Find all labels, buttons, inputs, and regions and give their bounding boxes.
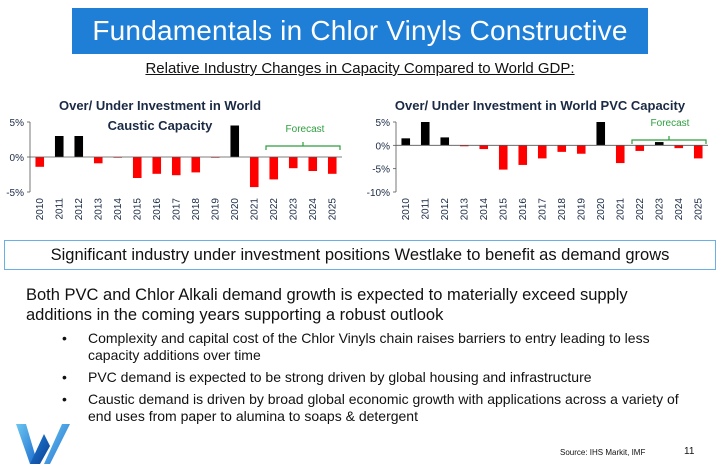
bar-2013: [93, 157, 103, 164]
x-tick-label: 2011: [54, 198, 65, 220]
westlake-logo-icon: [16, 424, 70, 464]
forecast-label: Forecast: [651, 118, 690, 129]
x-tick-label: 2019: [576, 198, 587, 221]
x-tick-label: 2013: [93, 198, 104, 221]
bar-2014: [479, 145, 489, 150]
y-tick-label: 5%: [376, 118, 391, 129]
pvc-chart-svg: Over/ Under Investment in World PVC Capa…: [367, 98, 708, 221]
x-tick-label: 2023: [654, 198, 665, 221]
bullet-list: Complexity and capital cost of the Chlor…: [62, 330, 702, 430]
bar-2024: [308, 157, 318, 171]
bullet-item: Complexity and capital cost of the Chlor…: [62, 330, 702, 364]
page-title: Fundamentals in Chlor Vinyls Constructiv…: [92, 15, 628, 46]
x-tick-label: 2012: [440, 198, 451, 221]
y-tick-label: 0%: [376, 141, 391, 152]
bar-2016: [518, 145, 528, 165]
bar-2017: [537, 145, 547, 159]
x-tick-label: 2017: [537, 198, 548, 221]
x-tick-label: 2025: [327, 198, 338, 221]
x-tick-label: 2021: [249, 198, 260, 221]
bar-2010: [35, 157, 45, 167]
source-note: Source: IHS Markit, IMF: [560, 448, 646, 457]
y-tick-label: -5%: [372, 165, 390, 176]
x-tick-label: 2016: [152, 198, 163, 221]
x-tick-label: 2015: [132, 198, 143, 221]
bar-2022: [269, 157, 279, 180]
bar-2025: [327, 157, 337, 174]
x-tick-label: 2012: [74, 198, 85, 221]
x-tick-label: 2024: [308, 198, 319, 221]
x-tick-label: 2022: [269, 198, 280, 221]
x-tick-label: 2010: [401, 198, 412, 221]
bar-2017: [171, 157, 181, 176]
title-bar: Fundamentals in Chlor Vinyls Constructiv…: [72, 8, 648, 54]
bar-2012: [74, 136, 84, 157]
bar-2020: [596, 122, 606, 146]
bar-2023: [288, 157, 298, 169]
subtitle: Relative Industry Changes in Capacity Co…: [0, 60, 720, 77]
subtitle-text: Relative Industry Changes in Capacity Co…: [145, 60, 575, 77]
x-tick-label: 2017: [171, 198, 182, 221]
main-statement: Both PVC and Chlor Alkali demand growth …: [26, 286, 628, 324]
forecast-label: Forecast: [286, 124, 325, 135]
caustic-capacity-chart: Over/ Under Investment in World Caustic C…: [0, 92, 350, 242]
bar-2018: [191, 157, 201, 173]
y-tick-label: -10%: [367, 188, 390, 199]
forecast-bracket: [631, 136, 707, 144]
x-tick-label: 2015: [498, 198, 509, 221]
bar-2015: [132, 157, 142, 178]
bar-2019: [576, 145, 586, 154]
bar-2016: [152, 157, 162, 174]
forecast-bracket: [265, 142, 341, 150]
bar-2022: [635, 145, 645, 151]
bar-2023: [654, 142, 664, 146]
bar-2012: [440, 137, 450, 146]
x-tick-label: 2020: [596, 198, 607, 221]
y-tick-label: 0%: [10, 153, 25, 164]
x-tick-label: 2023: [288, 198, 299, 221]
bar-2021: [615, 145, 625, 164]
y-tick-label: 5%: [10, 118, 25, 129]
chart-title-line1: Over/ Under Investment in World PVC Capa…: [395, 98, 686, 113]
x-tick-label: 2022: [635, 198, 646, 221]
callout-text: Significant industry under investment po…: [50, 245, 670, 264]
bar-2015: [498, 145, 508, 170]
chart-title-line1: Over/ Under Investment in World: [59, 98, 261, 113]
x-tick-label: 2014: [479, 198, 490, 221]
bar-2025: [693, 145, 703, 159]
bullet-item: Caustic demand is driven by broad global…: [62, 391, 702, 425]
x-tick-label: 2020: [230, 198, 241, 221]
page-number: 11: [684, 446, 695, 457]
bar-2018: [557, 145, 567, 152]
x-tick-label: 2019: [210, 198, 221, 221]
x-tick-label: 2024: [674, 198, 685, 221]
bar-2010: [401, 138, 411, 146]
pvc-capacity-chart: Over/ Under Investment in World PVC Capa…: [360, 92, 720, 242]
bar-2020: [230, 125, 240, 157]
bar-2011: [420, 122, 430, 146]
y-tick-label: -5%: [6, 188, 24, 199]
x-tick-label: 2018: [557, 198, 568, 221]
callout-box: Significant industry under investment po…: [4, 240, 716, 270]
x-tick-label: 2010: [35, 198, 46, 221]
x-tick-label: 2013: [459, 198, 470, 221]
bar-2024: [674, 145, 684, 149]
x-tick-label: 2016: [518, 198, 529, 221]
x-tick-label: 2021: [615, 198, 626, 221]
x-tick-label: 2025: [693, 198, 704, 221]
bar-2013: [459, 145, 469, 147]
x-tick-label: 2011: [420, 198, 431, 220]
bullet-item: PVC demand is expected to be strong driv…: [62, 369, 702, 386]
x-tick-label: 2018: [191, 198, 202, 221]
bar-2011: [54, 136, 64, 157]
x-tick-label: 2014: [113, 198, 124, 221]
caustic-chart-svg: Over/ Under Investment in World Caustic C…: [6, 98, 342, 221]
chart-title-line2: Caustic Capacity: [108, 118, 214, 133]
bar-2021: [249, 157, 259, 188]
